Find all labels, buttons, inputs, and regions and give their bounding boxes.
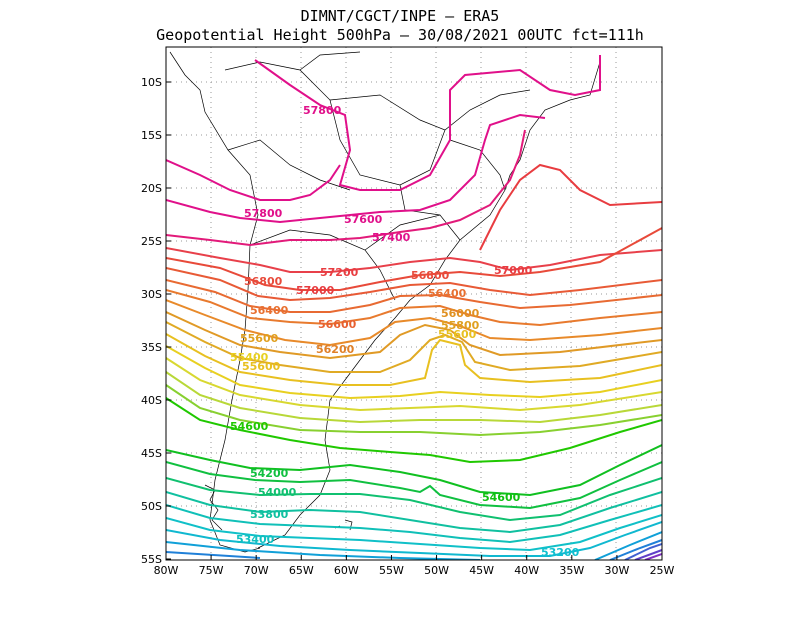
contour-55000	[166, 371, 662, 424]
contour-label: 55600	[240, 332, 279, 345]
x-tick-label: 70W	[244, 564, 269, 577]
contour-label: 55400	[230, 351, 269, 364]
y-tick-label: 45S	[141, 447, 162, 460]
contour-52800	[166, 539, 662, 560]
contour-labels: 57800 57800 57600 57400 57200 57000 5700…	[230, 104, 580, 559]
contour-56800	[166, 267, 662, 302]
contour-label: 54000	[258, 486, 297, 499]
contour-52200	[644, 553, 662, 560]
x-tick-label: 25W	[650, 564, 675, 577]
contour-label: 53200	[541, 546, 580, 559]
contour-53000	[166, 531, 662, 560]
x-tick-label: 35W	[559, 564, 584, 577]
contour-label: 55800	[441, 319, 480, 332]
x-tick-label: 45W	[469, 564, 494, 577]
contour-56400	[166, 289, 662, 327]
contour-label: 54600	[230, 420, 269, 433]
contour-label: 54600	[482, 491, 521, 504]
contour-53800	[166, 491, 662, 534]
contour-label: 57800	[244, 207, 283, 220]
contour-55200	[166, 357, 662, 412]
x-axis: 80W 75W 70W 65W 60W 55W 50W 45W 40W 35W 30W 25W	[154, 555, 675, 577]
contour-55800	[166, 321, 662, 373]
contour-57200	[166, 247, 662, 273]
contour-label: 57600	[344, 213, 383, 226]
y-tick-label: 30S	[141, 288, 162, 301]
map-title: DIMNT/CGCT/INPE – ERA5	[300, 7, 500, 25]
contour-56600	[166, 279, 662, 313]
contour-label: 56800	[411, 269, 450, 282]
contour-label: 57000	[494, 264, 533, 277]
contour-57400	[166, 129, 526, 247]
x-tick-label: 50W	[424, 564, 449, 577]
contour-label: 53800	[250, 508, 289, 521]
y-tick-label: 20S	[141, 182, 162, 195]
contours	[166, 55, 662, 560]
y-tick-label: 50S	[141, 500, 162, 513]
contour-label: 55600	[438, 328, 477, 341]
contour-57000	[166, 227, 662, 291]
contour-54800	[166, 384, 662, 437]
x-tick-label: 60W	[334, 564, 359, 577]
contour-label: 53400	[236, 533, 275, 546]
contour-57600	[166, 113, 546, 224]
contour-57000-east	[479, 163, 662, 251]
contour-52400	[634, 549, 662, 560]
contour-label: 56400	[428, 287, 467, 300]
contour-54200	[166, 461, 662, 510]
y-tick-label: 35S	[141, 341, 162, 354]
contour-53200	[166, 521, 662, 557]
contour-label: 57800	[303, 104, 342, 117]
contour-label: 56400	[250, 304, 289, 317]
contour-label: 56000	[441, 307, 480, 320]
contour-54000	[166, 477, 662, 522]
x-tick-label: 75W	[199, 564, 224, 577]
contour-54600	[166, 397, 662, 464]
contour-label: 56800	[244, 275, 283, 288]
x-tick-label: 80W	[154, 564, 179, 577]
y-tick-label: 10S	[141, 76, 162, 89]
contour-label: 57200	[320, 266, 359, 279]
x-tick-label: 40W	[514, 564, 539, 577]
contour-label: 57400	[372, 231, 411, 244]
contour-label: 57000	[296, 284, 335, 297]
contour-55600	[166, 333, 662, 386]
contour-label: 56200	[316, 343, 355, 356]
y-tick-label: 55S	[141, 553, 162, 566]
contour-57800-north	[254, 55, 601, 191]
coastlines	[169, 51, 601, 553]
plot-frame	[165, 46, 663, 561]
contour-52600	[624, 543, 662, 560]
contour-56200	[166, 299, 662, 347]
contour-55400	[166, 345, 662, 400]
contour-56000	[166, 311, 662, 360]
contour-53400	[166, 514, 662, 552]
x-tick-label: 55W	[379, 564, 404, 577]
contour-label: 56600	[318, 318, 357, 331]
contour-label: 55600	[242, 360, 281, 373]
contour-57800-west	[166, 159, 341, 201]
y-tick-label: 15S	[141, 129, 162, 142]
map-subtitle: Geopotential Height 500hPa – 30/08/2021 …	[156, 26, 644, 44]
x-tick-label: 65W	[289, 564, 314, 577]
contour-label: 54200	[250, 467, 289, 480]
gridlines	[166, 47, 662, 560]
y-tick-label: 40S	[141, 394, 162, 407]
contour-54400	[166, 444, 662, 497]
y-tick-label: 25S	[141, 235, 162, 248]
y-axis: 10S 15S 20S 25S 30S 35S 40S 45S 50S 55S	[141, 76, 171, 566]
x-tick-label: 30W	[604, 564, 629, 577]
contour-53600	[166, 504, 662, 544]
